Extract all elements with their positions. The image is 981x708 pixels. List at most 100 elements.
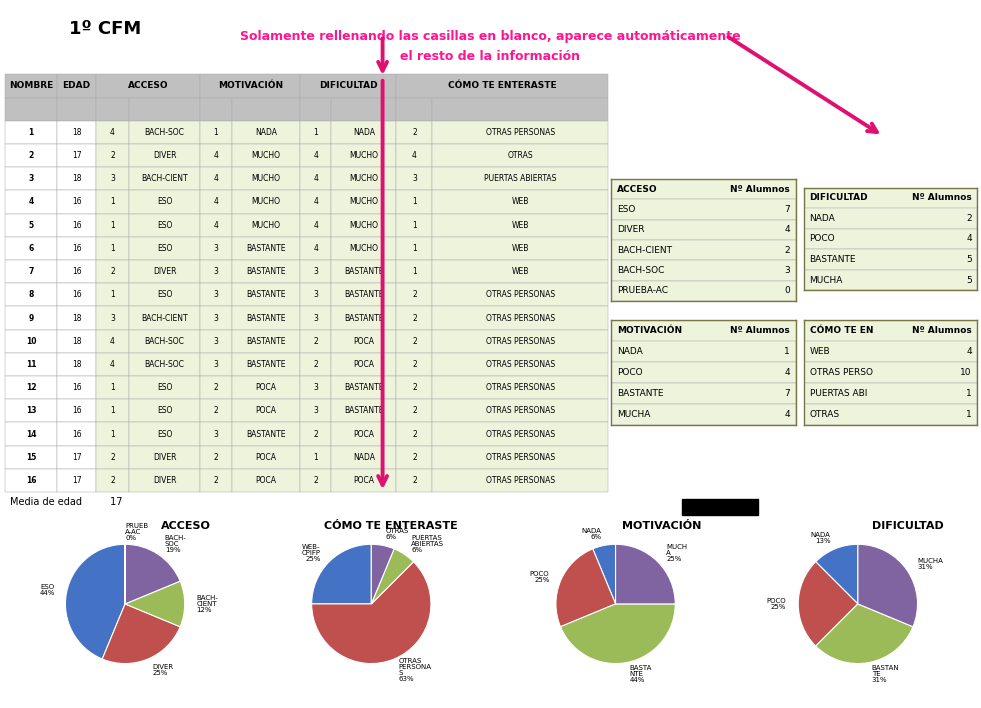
Text: 4: 4 <box>313 174 318 183</box>
Text: 4: 4 <box>214 151 219 160</box>
Bar <box>396 144 433 167</box>
Bar <box>332 469 396 492</box>
Bar <box>300 423 332 445</box>
Text: 2: 2 <box>110 151 115 160</box>
Text: 1: 1 <box>110 290 115 299</box>
Text: OTRAS PERSONAS: OTRAS PERSONAS <box>486 430 555 438</box>
Bar <box>57 260 96 283</box>
Bar <box>396 236 433 260</box>
Text: MUCHO: MUCHO <box>251 151 281 160</box>
Text: 1: 1 <box>412 244 417 253</box>
Text: 3: 3 <box>214 360 219 369</box>
Text: OTRAS PERSONAS: OTRAS PERSONAS <box>486 406 555 416</box>
Bar <box>433 330 608 353</box>
Wedge shape <box>312 544 371 604</box>
Bar <box>332 307 396 330</box>
Bar <box>300 260 332 283</box>
Text: el resto de la información: el resto de la información <box>400 50 581 62</box>
Bar <box>611 261 796 280</box>
Text: MUCHO: MUCHO <box>349 244 379 253</box>
Bar <box>300 98 332 121</box>
Wedge shape <box>616 544 675 604</box>
Wedge shape <box>556 549 616 627</box>
Bar <box>57 469 96 492</box>
Wedge shape <box>816 544 858 604</box>
Bar <box>300 214 332 236</box>
Text: 1º CFM: 1º CFM <box>69 20 141 38</box>
Bar <box>232 283 300 307</box>
Bar <box>129 307 200 330</box>
Bar <box>804 404 977 425</box>
Bar <box>332 445 396 469</box>
Text: 3: 3 <box>784 266 790 275</box>
Bar <box>433 469 608 492</box>
Text: 16: 16 <box>72 383 81 392</box>
Bar <box>5 399 57 423</box>
Text: WEB: WEB <box>511 244 529 253</box>
Bar <box>200 98 232 121</box>
Text: POCO: POCO <box>617 368 643 377</box>
Text: 8: 8 <box>28 290 33 299</box>
Bar <box>57 98 96 121</box>
Bar <box>129 399 200 423</box>
Text: MUCHO: MUCHO <box>251 198 281 207</box>
Bar <box>5 74 57 98</box>
Bar <box>57 423 96 445</box>
Text: ESO: ESO <box>157 221 173 229</box>
Text: OTRAS PERSONAS: OTRAS PERSONAS <box>486 290 555 299</box>
Text: WEB: WEB <box>511 221 529 229</box>
Text: 2: 2 <box>214 452 219 462</box>
Text: Solamente rellenando las casillas en blanco, aparece automáticamente: Solamente rellenando las casillas en bla… <box>240 30 741 42</box>
Bar <box>200 423 232 445</box>
Bar <box>611 179 796 200</box>
Bar <box>611 280 796 301</box>
Text: 17: 17 <box>72 476 81 485</box>
Bar <box>57 236 96 260</box>
Bar <box>396 121 433 144</box>
Text: OTRAS PERSONAS: OTRAS PERSONAS <box>486 337 555 346</box>
Text: 2: 2 <box>412 406 417 416</box>
Text: 1: 1 <box>110 383 115 392</box>
Text: 2: 2 <box>412 337 417 346</box>
Text: DIVER: DIVER <box>153 151 177 160</box>
Text: BASTANTE: BASTANTE <box>344 290 384 299</box>
Text: 4: 4 <box>785 410 790 419</box>
Text: 5: 5 <box>966 275 972 285</box>
Bar <box>5 236 57 260</box>
Bar <box>611 383 796 404</box>
Text: POCA: POCA <box>255 452 277 462</box>
Text: 3: 3 <box>214 314 219 323</box>
Bar <box>396 307 433 330</box>
Text: BACH-
CIENT
12%: BACH- CIENT 12% <box>196 595 219 613</box>
Bar <box>804 320 977 341</box>
Bar <box>611 320 796 341</box>
Bar <box>96 260 129 283</box>
Bar <box>396 445 433 469</box>
Bar <box>232 190 300 214</box>
Wedge shape <box>371 549 413 604</box>
Text: MUCHO: MUCHO <box>349 151 379 160</box>
Text: BASTANTE: BASTANTE <box>246 244 285 253</box>
Bar <box>332 214 396 236</box>
Bar <box>129 214 200 236</box>
Bar <box>57 445 96 469</box>
Text: 3: 3 <box>313 290 318 299</box>
Bar <box>396 167 433 190</box>
Bar <box>804 383 977 404</box>
Text: 17: 17 <box>72 151 81 160</box>
Text: 9: 9 <box>28 314 33 323</box>
Bar <box>232 469 300 492</box>
Bar <box>332 236 396 260</box>
Text: 1: 1 <box>966 389 972 398</box>
Text: OTRAS: OTRAS <box>809 410 840 419</box>
Bar <box>300 283 332 307</box>
Bar <box>332 190 396 214</box>
Text: 2: 2 <box>214 406 219 416</box>
Text: 3: 3 <box>28 174 33 183</box>
Text: 7: 7 <box>28 267 33 276</box>
Bar <box>232 214 300 236</box>
Bar <box>396 260 433 283</box>
Text: 16: 16 <box>72 244 81 253</box>
Bar <box>232 167 300 190</box>
Wedge shape <box>102 604 181 663</box>
